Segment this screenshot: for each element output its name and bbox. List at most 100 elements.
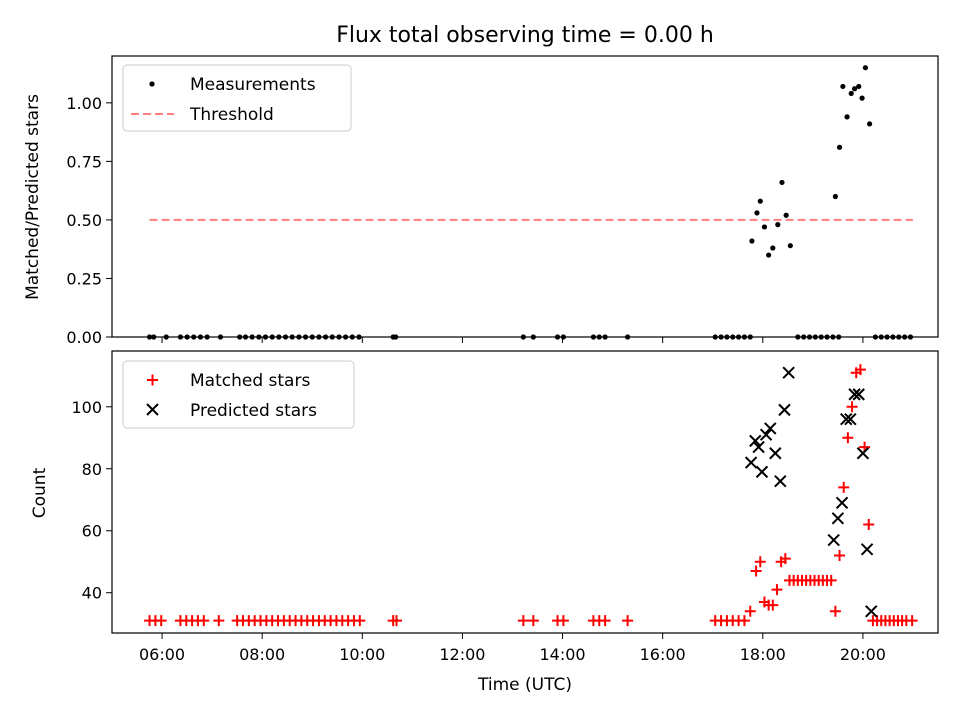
legend-threshold-label: Threshold [189,105,274,125]
measurement-point [866,121,873,127]
measurement-point [191,334,197,340]
matched-star-point [771,584,783,596]
matched-star-point [842,432,854,444]
measurement-point [596,334,602,340]
matched-star-point [599,615,611,627]
measurement-point [859,95,865,101]
measurement-point [836,334,842,340]
top-panel: 0.00 0.25 0.50 0.75 1.00 Matched/Predicted s… [23,55,939,347]
measurement-point [316,334,322,340]
top-y-tick-label: 0.25 [66,269,102,288]
top-y-tick-label: 1.00 [66,94,102,113]
measurement-point [824,334,830,340]
top-legend: Measurements Threshold [122,64,352,132]
predicted-star-point [755,465,769,479]
measurement-point [349,334,355,340]
measurement-point [197,334,204,340]
measurement-point [204,334,210,340]
bottom-panel: 40 60 80 100 06:00 08:00 10:00 12:00 14:00 16:00… [30,350,939,695]
legend-predicted-marker [146,403,159,416]
predicted-star-point [860,543,874,556]
measurement-point [747,334,753,340]
measurement-point [818,334,824,340]
measurement-point [795,334,801,340]
measurement-point [787,243,793,249]
predicted-star-point [827,533,840,547]
measurement-point [884,334,890,340]
measurement-point [775,222,781,228]
predicted-star-point [759,428,773,441]
measurement-point [520,334,526,340]
measurement-point [590,334,597,340]
measurement-point [836,144,843,150]
bottom-axes-frame [111,350,939,634]
measurement-point [862,65,869,71]
x-tick-label: 14:00 [539,645,585,664]
bottom-y-tick-label: 100 [71,398,102,417]
bottom-y-tick-label: 40 [82,584,102,603]
top-y-axis: 0.00 0.25 0.50 0.75 1.00 [66,94,112,347]
matched-star-point [622,615,634,627]
measurement-point [766,252,772,258]
measurement-point [296,334,302,340]
measurement-point [289,334,295,340]
measurement-point [256,334,262,340]
measurement-point [712,334,718,340]
measurement-point [848,90,854,97]
x-tick-label: 18:00 [740,645,786,664]
predicted-star-point [844,412,857,426]
predicted-star-point [782,366,795,379]
measurement-point [757,198,763,204]
matched-star-point [829,605,841,617]
measurement-point [830,334,836,340]
measurement-point [878,334,884,340]
measurement-point [907,334,914,340]
legend-measurements-marker [149,81,155,87]
bottom-legend-frame [122,360,355,429]
measurement-point [163,334,169,340]
legend-matched-label: Matched stars [190,371,310,391]
measurement-point [856,83,862,90]
x-tick-label: 06:00 [139,645,185,664]
top-plot-area [146,65,914,340]
matched-star-point [906,615,918,627]
measurement-point [177,334,184,340]
predicted-star-point [831,512,845,525]
predicted-star-point [749,434,762,448]
matched-star-point [846,401,858,413]
x-tick-label: 20:00 [840,645,886,664]
measurement-point [730,334,736,340]
matched-star-point [517,615,529,627]
matched-star-point [854,364,866,376]
measurement-point [779,179,785,186]
top-legend-frame [122,64,352,132]
predicted-star-point [744,456,758,469]
top-y-tick-label: 0.75 [66,152,102,171]
measurement-point [151,334,157,340]
measurement-point [872,334,879,340]
matched-star-point [391,615,403,627]
predicted-star-point [852,388,865,401]
measurement-point [554,334,561,340]
measurement-point [724,334,730,340]
measurement-point [146,334,153,340]
measurement-point [602,334,608,340]
x-tick-label: 10:00 [339,645,385,664]
predicted-star-point [778,403,791,417]
x-tick-label: 16:00 [640,645,686,664]
measurement-point [530,334,536,340]
measurement-point [761,224,768,230]
measurement-point [217,334,224,340]
matched-star-point [744,605,756,617]
matched-star-point [779,553,791,565]
measurement-point [625,334,631,340]
predicted-star-point [840,412,853,426]
predicted-star-point [774,474,787,488]
measurement-point [336,334,342,340]
measurement-point [718,334,724,340]
top-y-tick-label: 0.00 [66,328,102,347]
matched-star-point [527,615,539,627]
measurement-point [322,334,329,340]
measurement-point [806,334,813,340]
